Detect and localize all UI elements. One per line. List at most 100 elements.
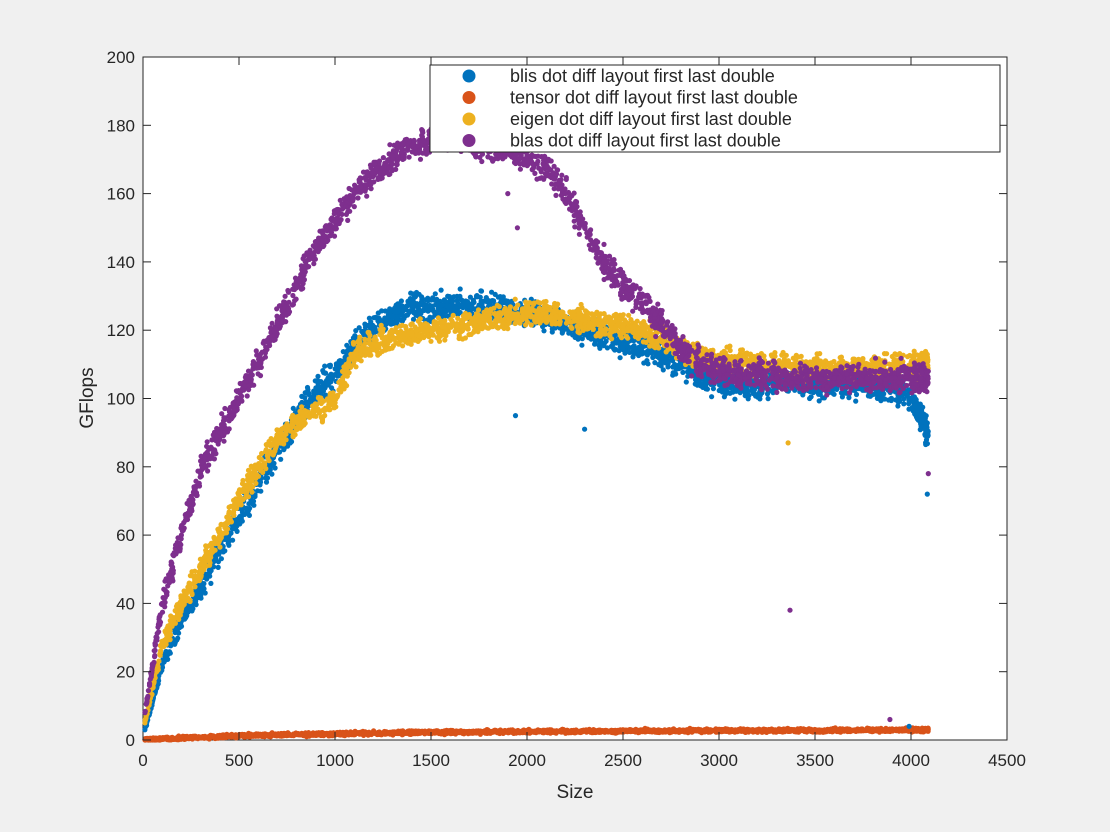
data-point [226,504,232,510]
data-point [816,398,822,404]
data-point [629,344,635,350]
data-point [173,603,180,609]
data-point [486,729,492,735]
data-point [648,728,654,734]
data-point [831,727,837,733]
data-point [922,417,928,423]
data-point [644,352,651,358]
data-point [918,413,924,419]
data-point [325,382,331,388]
data-point [230,537,236,543]
data-point [198,734,204,740]
data-point [451,294,457,300]
data-point [490,729,496,735]
data-point [703,386,709,392]
data-point [919,407,925,413]
data-point [793,727,799,734]
data-point [457,293,463,299]
data-point [142,720,148,726]
data-point [683,379,689,385]
data-point [207,560,213,566]
data-point [609,729,615,736]
data-point [410,316,417,322]
data-point [586,728,592,734]
data-point [881,391,887,397]
data-point [361,730,367,736]
data-point [910,408,916,414]
data-point [308,732,314,738]
data-point [579,342,585,348]
data-point [188,581,194,587]
data-point [155,681,161,687]
data-point [562,728,569,735]
data-point [164,625,170,631]
data-point [531,729,537,735]
data-point [708,728,714,734]
data-point [709,394,715,400]
data-point [543,728,549,735]
data-point [438,287,444,293]
data-point [495,294,501,300]
data-point [222,535,228,541]
data-point [236,515,242,521]
data-point [187,573,193,579]
data-point [640,349,646,355]
data-point [227,509,233,516]
data-point [165,651,171,658]
data-point [400,304,406,310]
data-point [627,349,633,355]
data-point [918,727,924,733]
data-point [457,729,463,735]
data-point [177,612,183,618]
data-point [315,373,321,379]
data-point [660,367,666,373]
data-point [391,320,397,326]
data-point [142,727,148,733]
data-point [652,360,658,366]
data-point [617,355,623,361]
data-point [458,303,464,309]
data-point [178,735,184,741]
data-point [924,727,930,733]
data-point [356,325,362,331]
data-point [860,727,866,733]
data-point [654,353,660,360]
data-point [391,309,397,315]
data-point [243,505,249,511]
data-point [202,733,208,740]
data-point [882,727,888,733]
data-point [218,556,224,562]
data-point [727,390,733,396]
data-point [398,317,405,323]
data-point [390,730,396,736]
data-point [466,729,472,735]
data-point [433,302,439,308]
data-point [409,303,415,309]
data-point [203,543,209,549]
data-point [323,370,329,376]
data-point [185,609,191,615]
data-point [391,305,398,311]
data-point [248,732,254,738]
data-point [198,583,204,589]
data-point [370,327,376,333]
data-point [924,441,931,447]
data-point [663,360,669,366]
data-point [428,307,434,313]
data-point [252,493,258,500]
data-point [874,395,881,401]
data-point [375,310,381,316]
data-point [678,728,684,734]
data-point [745,388,751,394]
data-point [226,542,232,548]
data-point [658,351,665,357]
data-point [419,296,425,302]
data-point [167,632,174,638]
data-point [710,386,717,392]
data-point [288,439,295,445]
data-point [302,395,308,401]
data-point [341,730,347,737]
data-point [817,727,823,733]
data-point [410,296,416,302]
